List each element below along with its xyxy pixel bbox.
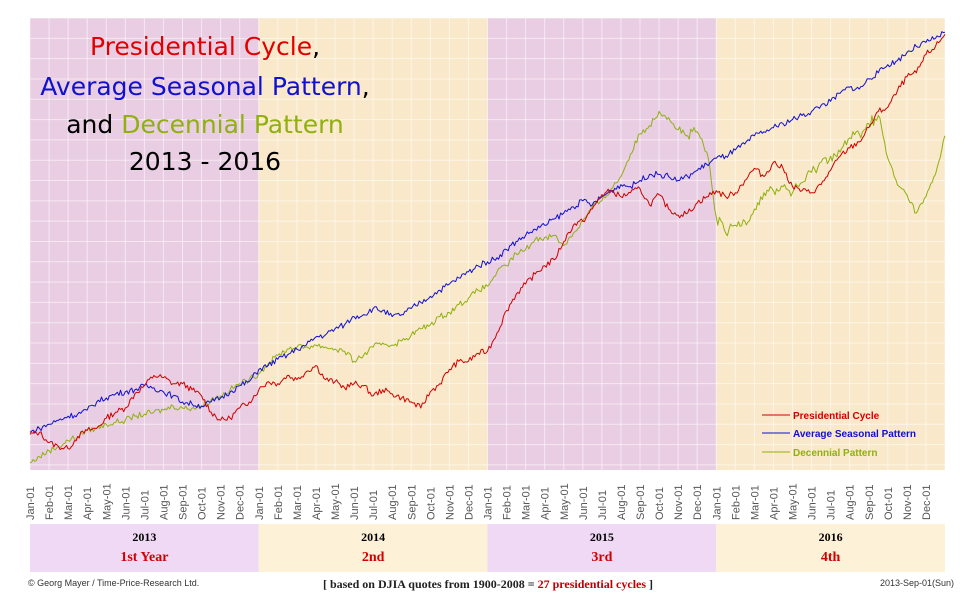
chart-title-part: , [362, 72, 370, 101]
chart-title-part: Cycle [244, 32, 312, 61]
x-tick-label: Jun-01 [349, 486, 361, 520]
x-tick-label: May-01 [788, 483, 800, 520]
chart-title-part: Average Seasonal Pattern [40, 72, 362, 101]
chart-title-part: Presidential [90, 32, 244, 61]
legend: Presidential Cycle Average Seasonal Patte… [762, 411, 916, 459]
label-band-2014 [258, 524, 488, 572]
year-label: 2014 [361, 530, 385, 544]
x-tick-label: Sep-01 [635, 485, 647, 520]
year-labels: 2013 1st Year 2014 2nd 2015 3rd 2016 4th [120, 530, 842, 565]
x-tick-label: Aug-01 [387, 485, 399, 520]
x-tick-label: Nov-01 [673, 485, 685, 520]
copyright-note: © Georg Mayer / Time-Price-Research Ltd. [28, 578, 199, 588]
year-label: 2016 [819, 530, 843, 544]
legend-label: Presidential Cycle [793, 411, 880, 422]
x-tick-label: Oct-01 [654, 487, 666, 520]
source-note-suffix: ] [646, 577, 654, 591]
series-line-presidential-cycle [29, 34, 946, 451]
x-tick-label: Sep-01 [864, 485, 876, 520]
chart-date: 2013-Sep-01(Sun) [879, 578, 954, 588]
chart-title-line-2: Average Seasonal Pattern, [40, 72, 369, 101]
chart-title-part: , [312, 32, 320, 61]
source-note-highlight: 27 presidential cycles [537, 577, 647, 591]
year-cycle-label: 4th [821, 550, 841, 565]
x-tick-label: Feb-01 [44, 485, 56, 520]
x-tick-label: Dec-01 [235, 485, 247, 520]
x-tick-label: Jul-01 [139, 490, 151, 520]
series-line-average-seasonal-pattern [29, 31, 946, 434]
x-tick-label: Apr-01 [768, 487, 780, 520]
x-tick-label: Apr-01 [540, 487, 552, 520]
x-tick-label: Oct-01 [883, 487, 895, 520]
x-tick-label: Mar-01 [63, 485, 75, 520]
x-tick-label: May-01 [559, 483, 571, 520]
x-axis-ticks: Jan-01 Feb-01 Mar-01 Apr-01 May-01 Jun-01 Jul-… [25, 483, 933, 520]
x-tick-label: Jun-01 [807, 486, 819, 520]
x-tick-label: Mar-01 [292, 485, 304, 520]
x-tick-label: Jan-01 [25, 486, 37, 520]
x-tick-label: Aug-01 [845, 485, 857, 520]
copyright-text: Georg Mayer / Time-Price-Research Ltd. [37, 578, 200, 588]
x-tick-label: Dec-01 [692, 485, 704, 520]
x-tick-label: Mar-01 [521, 485, 533, 520]
x-tick-label: Mar-01 [749, 485, 761, 520]
chart-title-part: and [66, 110, 121, 139]
x-tick-label: Sep-01 [178, 485, 190, 520]
year-cycle-label: 2nd [362, 550, 385, 565]
x-tick-label: Feb-01 [273, 485, 285, 520]
legend-label: Average Seasonal Pattern [793, 429, 916, 440]
x-tick-label: Dec-01 [921, 485, 933, 520]
x-tick-label: Oct-01 [425, 487, 437, 520]
label-band-2015 [487, 524, 717, 572]
copyright-icon: © [28, 578, 35, 588]
x-tick-label: Jun-01 [578, 486, 590, 520]
x-tick-label: Feb-01 [502, 485, 514, 520]
x-tick-label: Nov-01 [216, 485, 228, 520]
chart-title-part: 2013 - 2016 [129, 147, 281, 176]
x-tick-label: Jul-01 [368, 490, 380, 520]
label-band-2013 [30, 524, 259, 572]
x-tick-label: Apr-01 [82, 487, 94, 520]
x-tick-label: Feb-01 [730, 485, 742, 520]
legend-label: Decennial Pattern [793, 448, 877, 459]
chart-title-line-3: and Decennial Pattern [66, 110, 344, 139]
year-label: 2015 [590, 530, 614, 544]
chart-title: Presidential Cycle,Average Seasonal Patt… [40, 32, 369, 176]
source-note-prefix: [ based on DJIA quotes from 1900-2008 = [322, 577, 538, 591]
x-tick-label: Aug-01 [158, 485, 170, 520]
label-band-2016 [716, 524, 945, 572]
x-tick-label: Aug-01 [616, 485, 628, 520]
x-tick-label: Dec-01 [463, 485, 475, 520]
chart-title-line-4: 2013 - 2016 [129, 147, 281, 176]
x-tick-label: May-01 [101, 483, 113, 520]
source-note: [ based on DJIA quotes from 1900-2008 = … [0, 577, 976, 592]
x-tick-label: Jan-01 [254, 486, 266, 520]
chart-title-line-1: Presidential Cycle, [90, 32, 320, 61]
year-label: 2013 [132, 530, 156, 544]
x-tick-label: Apr-01 [311, 487, 323, 520]
x-tick-label: Oct-01 [197, 487, 209, 520]
series-lines [29, 31, 946, 464]
year-cycle-label: 1st Year [120, 550, 168, 565]
year-cycle-label: 3rd [591, 550, 612, 565]
x-tick-label: Jun-01 [120, 486, 132, 520]
x-tick-label: Jan-01 [483, 486, 495, 520]
chart-title-part: Decennial Pattern [121, 110, 344, 139]
x-tick-label: Jul-01 [597, 490, 609, 520]
x-tick-label: Nov-01 [444, 485, 456, 520]
x-tick-label: Jan-01 [711, 486, 723, 520]
x-tick-label: May-01 [330, 483, 342, 520]
series-line-decennial-pattern [29, 110, 946, 464]
x-tick-label: Sep-01 [406, 485, 418, 520]
x-tick-label: Jul-01 [826, 490, 838, 520]
x-tick-label: Nov-01 [902, 485, 914, 520]
